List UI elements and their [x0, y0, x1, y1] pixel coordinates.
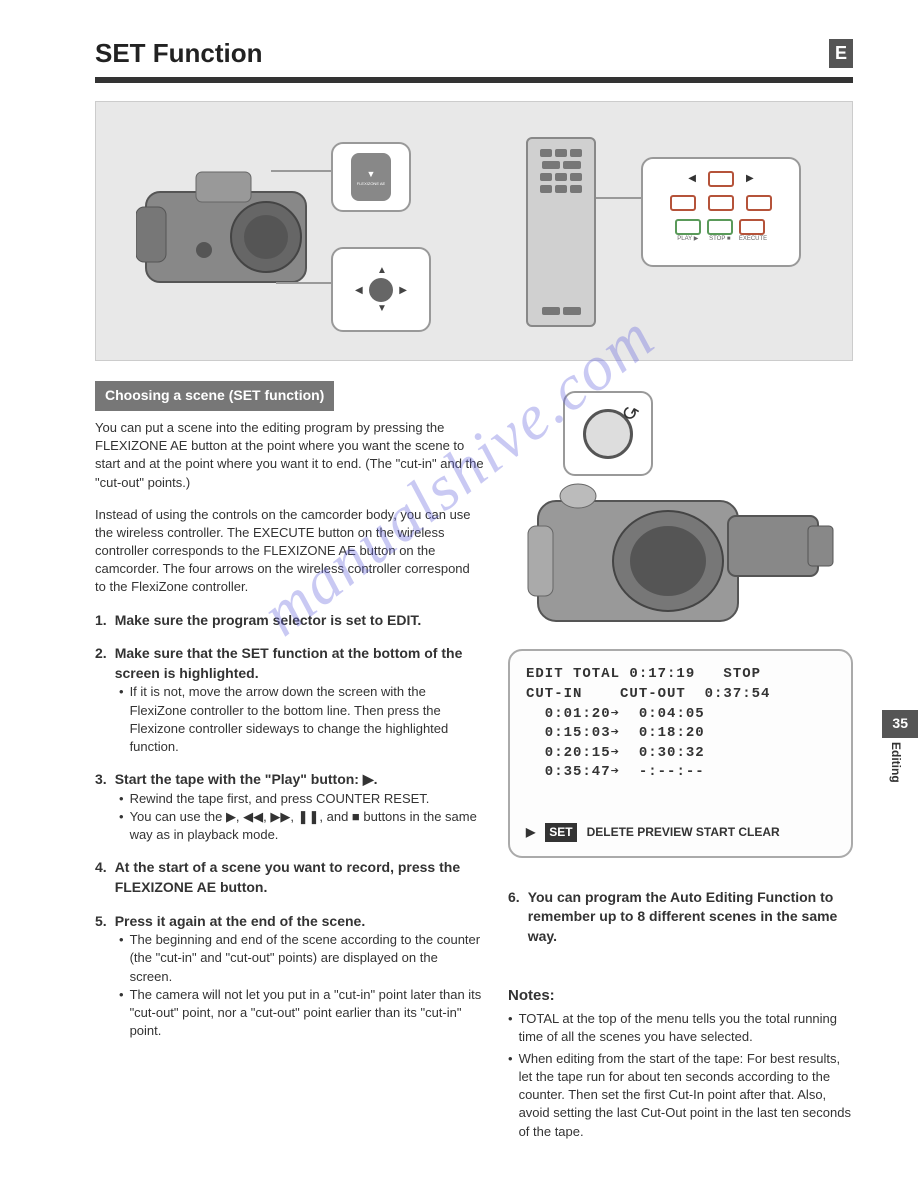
dial-arrow-icon: ↺	[615, 398, 644, 431]
remote-execute-button	[739, 219, 765, 235]
screen-line-active: 0:35:47➔ -:--:--	[526, 763, 705, 783]
note-item: TOTAL at the top of the menu tells you t…	[519, 1010, 853, 1046]
remote-buttons-callout: ◀ ▶ PLAY ▶ STOP ■	[641, 157, 801, 267]
page-number-tab: 35	[882, 710, 918, 738]
arrow-up-icon: ▲	[377, 264, 387, 278]
screen-line: 0:20:15➔ 0:30:32	[526, 744, 835, 764]
program-dial-icon: ↺	[583, 409, 633, 459]
step-number: 5.	[95, 912, 107, 932]
arrow-left-icon: ◀	[355, 284, 363, 298]
remote-play-button	[675, 219, 701, 235]
step-title: Start the tape with the "Play" button: ▶…	[115, 770, 484, 790]
header-rule	[95, 77, 853, 83]
step-title: You can program the Auto Editing Functio…	[528, 888, 853, 947]
camcorder-dial-illustration: ↺	[508, 381, 853, 641]
menu-items: DELETE PREVIEW START CLEAR	[587, 824, 780, 841]
step-2: 2. Make sure that the SET function at th…	[95, 644, 484, 756]
remote-left-button	[670, 195, 696, 211]
step-6: 6. You can program the Auto Editing Func…	[508, 888, 853, 947]
note-item: When editing from the start of the tape:…	[519, 1050, 853, 1141]
step-bullet: The beginning and end of the scene accor…	[130, 931, 484, 986]
step-number: 6.	[508, 888, 520, 947]
remote-right-button	[746, 195, 772, 211]
step-title: At the start of a scene you want to reco…	[115, 858, 484, 897]
section-badge: E	[829, 39, 853, 68]
arrow-left-icon: ◀	[688, 172, 696, 186]
screen-menu: ▶ SET DELETE PREVIEW START CLEAR	[526, 823, 835, 842]
intro-paragraph-2: Instead of using the controls on the cam…	[95, 506, 484, 597]
step-3: 3. Start the tape with the "Play" button…	[95, 770, 484, 844]
lcd-screen-display: EDIT TOTAL 0:17:19 STOP CUT-IN CUT-OUT 0…	[508, 649, 853, 857]
step-title: Make sure the program selector is set to…	[115, 611, 484, 631]
arrow-down-icon: ▼	[377, 302, 387, 316]
step-bullet: If it is not, move the arrow down the sc…	[130, 683, 484, 756]
joystick-icon	[369, 278, 393, 302]
step-4: 4. At the start of a scene you want to r…	[95, 858, 484, 897]
hero-diagram: ▼ FLEXIZONE AE ▲ ▼ ◀ ▶	[95, 101, 853, 361]
remote-illustration	[526, 137, 596, 327]
flexizone-ae-icon: ▼ FLEXIZONE AE	[351, 153, 391, 201]
menu-arrow-icon: ▶	[526, 824, 535, 841]
step-bullet: Rewind the tape first, and press COUNTER…	[130, 790, 430, 808]
step-number: 2.	[95, 644, 107, 683]
screen-line: 0:01:20➔ 0:04:05	[526, 705, 835, 725]
camcorder-side-illustration	[508, 471, 848, 641]
remote-stop-button	[707, 219, 733, 235]
notes-heading: Notes:	[508, 985, 853, 1006]
camcorder-illustration	[136, 152, 336, 312]
flexizone-button-callout: ▼ FLEXIZONE AE	[331, 142, 411, 212]
arrow-right-icon: ▶	[399, 284, 407, 298]
screen-line: CUT-IN CUT-OUT 0:37:54	[526, 685, 835, 705]
remote-down-button	[708, 195, 734, 211]
intro-paragraph-1: You can put a scene into the editing pro…	[95, 419, 484, 492]
arrow-right-icon: ▶	[746, 172, 754, 186]
step-bullet: The camera will not let you put in a "cu…	[130, 986, 484, 1041]
step-number: 3.	[95, 770, 107, 790]
menu-set-button: SET	[545, 823, 576, 842]
step-number: 1.	[95, 611, 107, 631]
section-heading: Choosing a scene (SET function)	[95, 381, 334, 411]
screen-line: 0:15:03➔ 0:18:20	[526, 724, 835, 744]
section-side-label: Editing	[887, 742, 904, 783]
step-5: 5. Press it again at the end of the scen…	[95, 912, 484, 1041]
page-title: SET Function	[95, 35, 263, 71]
step-1: 1. Make sure the program selector is set…	[95, 611, 484, 631]
step-number: 4.	[95, 858, 107, 897]
joystick-callout: ▲ ▼ ◀ ▶	[331, 247, 431, 332]
remote-up-button	[708, 171, 734, 187]
step-bullet: You can use the ▶, ◀◀, ▶▶, ❚❚, and ■ but…	[130, 808, 484, 844]
screen-line: EDIT TOTAL 0:17:19 STOP	[526, 665, 835, 685]
step-title: Press it again at the end of the scene.	[115, 912, 484, 932]
step-title: Make sure that the SET function at the b…	[115, 644, 484, 683]
